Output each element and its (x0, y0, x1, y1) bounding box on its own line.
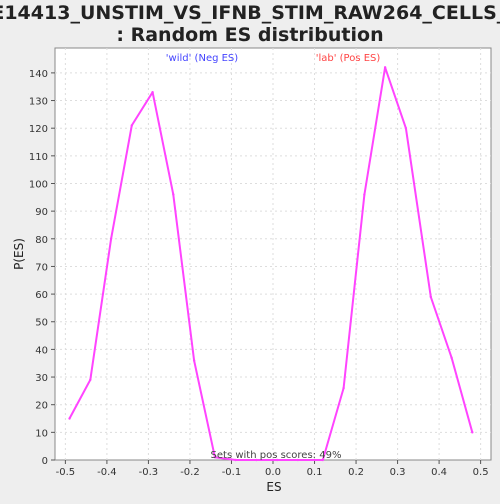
series-line (68, 66, 474, 461)
x-tick-label: 0.2 (348, 467, 364, 478)
y-tick-label: 120 (29, 124, 48, 135)
neg-es-label: 'wild' (Neg ES) (166, 53, 238, 64)
x-tick-label: 0.5 (473, 467, 489, 478)
x-tick-label: 0.1 (307, 467, 323, 478)
pos-es-label: 'lab' (Pos ES) (316, 53, 381, 64)
y-tick-label: 50 (35, 318, 48, 329)
data-point (342, 386, 345, 390)
y-tick-label: 110 (29, 152, 48, 163)
y-tick-label: 130 (29, 97, 48, 108)
data-point (404, 126, 408, 130)
data-point (471, 431, 474, 434)
y-tick-label: 10 (35, 428, 48, 439)
x-tick-label: 0.3 (390, 467, 406, 478)
chart-title-line1: GSE14413_UNSTIM_VS_IFNB_STIM_RAW264_CELL… (0, 2, 500, 24)
data-point (109, 237, 113, 240)
pos-scores-annotation: Sets with pos scores: 49% (211, 450, 342, 461)
y-tick-label: 30 (35, 373, 48, 384)
x-tick-label: -0.5 (56, 467, 76, 478)
x-tick-label: -0.1 (222, 467, 242, 478)
data-point (383, 66, 387, 69)
data-point (363, 193, 366, 196)
data-point (151, 91, 154, 94)
axes: 0 10 20 30 40 50 60 70 80 90 100 110 120 130 140 -0.5 -0… (29, 69, 489, 478)
x-tick-label: 0.4 (431, 467, 447, 478)
data-point (429, 295, 432, 299)
data-point (130, 124, 134, 127)
x-tick-label: -0.4 (97, 467, 117, 478)
data-point (192, 359, 196, 362)
data-point (213, 456, 217, 459)
data-point (296, 458, 300, 462)
y-axis-label: P(ES) (12, 238, 26, 270)
x-tick-label: 0.0 (265, 467, 281, 478)
y-tick-label: 100 (29, 179, 48, 190)
data-point (255, 458, 258, 462)
data-point (321, 458, 325, 462)
data-point (89, 378, 92, 382)
y-tick-label: 90 (35, 207, 48, 218)
grid (55, 48, 491, 460)
x-tick-label: -0.2 (180, 467, 200, 478)
x-axis-label: ES (266, 480, 281, 494)
data-point (275, 458, 279, 462)
y-tick-label: 0 (42, 456, 48, 467)
y-tick-label: 60 (35, 290, 48, 301)
x-tick-label: -0.3 (139, 467, 159, 478)
y-tick-label: 20 (35, 401, 48, 412)
y-tick-label: 140 (29, 69, 48, 80)
chart-title-line2: : Random ES distribution (116, 24, 383, 46)
y-tick-label: 80 (35, 235, 48, 246)
data-point (234, 458, 237, 462)
data-point (172, 193, 175, 196)
y-tick-label: 40 (35, 345, 48, 356)
series-layer (68, 66, 474, 462)
y-tick-label: 70 (35, 262, 48, 273)
data-point (450, 356, 453, 359)
data-point (68, 417, 71, 420)
